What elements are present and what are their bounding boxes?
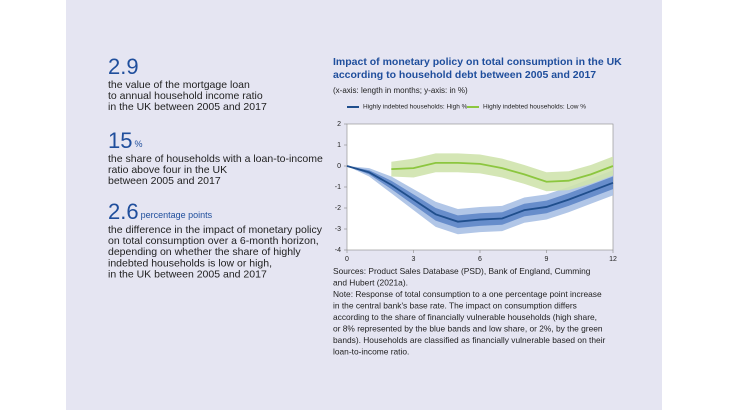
y-tick-label: 1 xyxy=(337,142,341,149)
confidence-band xyxy=(347,166,613,235)
note-line: or 8% represented by the blue bands and … xyxy=(333,324,603,334)
chart-title: according to household debt between 2005… xyxy=(333,69,596,81)
y-tick-label: 2 xyxy=(337,121,341,128)
chart-title: Impact of monetary policy on total consu… xyxy=(333,56,622,68)
figure-text: in the UK between 2005 and 2017 xyxy=(108,269,267,281)
figure-unit: % xyxy=(134,139,142,149)
figure-text: indebted households is low or high, xyxy=(108,257,272,269)
figure-text: ratio above four in the UK xyxy=(108,164,227,176)
figure-text: on total consumption over a 6-month hori… xyxy=(108,235,319,247)
note-line: Sources: Product Sales Database (PSD), B… xyxy=(333,266,591,276)
figure-number: 2.9 xyxy=(108,54,139,79)
figure-text: the share of households with a loan-to-i… xyxy=(108,153,323,165)
note-line: loan-to-income ratio. xyxy=(333,347,409,357)
y-tick-label: -3 xyxy=(335,226,341,233)
series-line xyxy=(346,165,614,223)
note-line: and Hubert (2021a). xyxy=(333,278,408,288)
figure-text: the value of the mortgage loan xyxy=(108,79,250,91)
key-figure: 2.9 xyxy=(108,54,139,79)
figure-number: 2.6 xyxy=(108,199,139,224)
key-figure: 15% xyxy=(108,128,143,153)
y-tick-label: -1 xyxy=(335,184,341,191)
x-tick-label: 12 xyxy=(609,256,617,263)
key-figure: 2.6 percentage points xyxy=(108,199,213,224)
figure-text: between 2005 and 2017 xyxy=(108,175,221,187)
y-tick-label: -4 xyxy=(335,247,341,254)
series-line xyxy=(391,161,614,183)
x-tick-label: 0 xyxy=(345,256,349,263)
legend-label: Highly indebted households: High % xyxy=(363,104,468,111)
figure-text: to annual household income ratio xyxy=(108,90,263,102)
figure-number: 15 xyxy=(108,128,132,153)
confidence-band xyxy=(347,166,613,228)
figure-text: depending on whether the share of highly xyxy=(108,246,301,258)
note-line: Note: Response of total consumption to a… xyxy=(333,289,602,299)
figure-text: the difference in the impact of monetary… xyxy=(108,224,323,236)
note-line: according to the share of financially vu… xyxy=(333,312,597,322)
x-tick-label: 9 xyxy=(545,256,549,263)
chart-subtitle: (x-axis: length in months; y-axis: in %) xyxy=(333,86,468,95)
y-tick-label: -2 xyxy=(335,205,341,212)
x-tick-label: 6 xyxy=(478,256,482,263)
figure-text: in the UK between 2005 and 2017 xyxy=(108,101,267,113)
note-line: bands). Households are classified as fin… xyxy=(333,335,606,345)
y-tick-label: 0 xyxy=(337,163,341,170)
note-line: in the central bank's base rate. The imp… xyxy=(333,301,577,311)
legend-label: Highly indebted households: Low % xyxy=(483,104,586,111)
figure-unit: percentage points xyxy=(141,210,213,220)
x-tick-label: 3 xyxy=(412,256,416,263)
